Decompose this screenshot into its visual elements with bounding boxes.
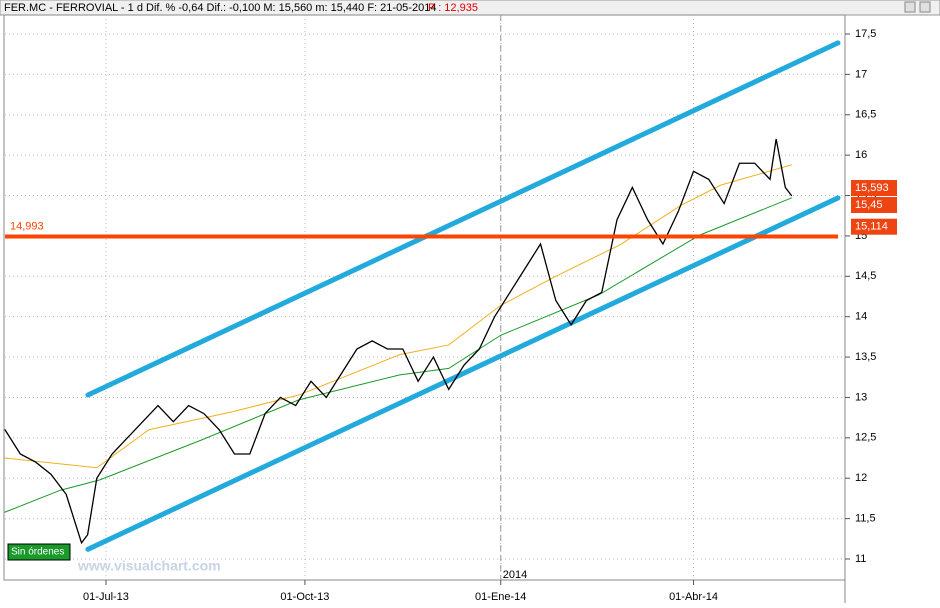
close-button[interactable] (919, 1, 931, 13)
status-label: Sin órdenes (11, 547, 64, 558)
header-text: FER.MC - FERROVIAL - 1 d Dif. % -0,64 Di… (4, 2, 436, 14)
y-tick-label: 14,5 (855, 270, 876, 282)
minimize-button[interactable] (904, 1, 916, 13)
moving-average (4, 197, 792, 513)
y-tick-label: 11,5 (855, 513, 876, 525)
price-line (4, 138, 793, 545)
status-box (7, 543, 71, 561)
trend-channel (85, 195, 841, 552)
price-badge (851, 180, 897, 197)
x-tick-label: 01-Jul-13 (83, 591, 129, 603)
y-tick-label: 12 (855, 472, 867, 484)
price-badge-label: 15,114 (855, 221, 888, 233)
y-tick-label: 17,5 (855, 28, 876, 40)
y-tick-label: 12,5 (855, 432, 876, 444)
header-price: P : 12,935 (428, 2, 478, 14)
price-badge (851, 218, 897, 235)
level-label: 14,993 (10, 220, 44, 232)
y-tick-label: 13,5 (855, 351, 876, 363)
price-badge-label: 15,593 (855, 182, 889, 194)
price-badge-label: 15,45 (855, 199, 883, 211)
x-tick-label: 01-Abr-14 (669, 591, 718, 603)
watermark: www.visualchart.com (77, 558, 221, 574)
year-label: 2014 (503, 569, 527, 581)
y-tick-label: 16 (855, 149, 867, 161)
price-badge (851, 197, 897, 214)
y-tick-label: 14 (855, 311, 867, 323)
y-tick-label: 16,5 (855, 109, 876, 121)
y-tick-label: 13 (855, 391, 867, 403)
y-tick-label: 17 (855, 68, 867, 80)
trend-channel (85, 40, 841, 398)
x-tick-label: 01-Oct-13 (280, 591, 329, 603)
x-tick-label: 01-Ene-14 (475, 591, 526, 603)
y-tick-label: 11 (855, 553, 866, 565)
